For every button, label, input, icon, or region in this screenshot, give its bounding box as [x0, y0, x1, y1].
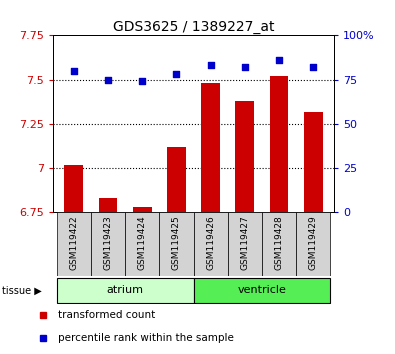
Bar — [91, 212, 125, 276]
Bar — [201, 83, 220, 212]
Text: GSM119426: GSM119426 — [206, 216, 215, 270]
Bar — [159, 212, 194, 276]
Bar — [296, 212, 330, 276]
Text: GSM119422: GSM119422 — [70, 216, 78, 270]
Bar — [57, 212, 91, 276]
Bar — [167, 147, 186, 212]
Bar — [64, 165, 83, 212]
Text: GSM119428: GSM119428 — [275, 216, 284, 270]
Text: GSM119425: GSM119425 — [172, 216, 181, 270]
Bar — [228, 212, 262, 276]
Point — [276, 57, 282, 63]
Bar — [304, 112, 323, 212]
Bar — [125, 212, 159, 276]
Text: GSM119427: GSM119427 — [240, 216, 249, 270]
Text: ventricle: ventricle — [237, 285, 286, 295]
Point — [173, 72, 180, 77]
Bar — [262, 212, 296, 276]
Text: GSM119424: GSM119424 — [138, 216, 147, 270]
Text: GSM119423: GSM119423 — [103, 216, 113, 270]
Text: tissue ▶: tissue ▶ — [2, 285, 42, 295]
Text: percentile rank within the sample: percentile rank within the sample — [58, 333, 233, 343]
Bar — [194, 212, 228, 276]
Bar — [133, 207, 152, 212]
Text: atrium: atrium — [107, 285, 144, 295]
Point — [139, 79, 145, 84]
Text: GSM119429: GSM119429 — [309, 216, 318, 270]
Point — [71, 68, 77, 74]
Bar — [99, 198, 117, 212]
Point — [207, 63, 214, 68]
Bar — [57, 278, 194, 303]
Bar — [194, 278, 330, 303]
Point — [310, 64, 316, 70]
Text: transformed count: transformed count — [58, 309, 155, 320]
Point — [242, 64, 248, 70]
Bar — [235, 101, 254, 212]
Point — [105, 77, 111, 82]
Title: GDS3625 / 1389227_at: GDS3625 / 1389227_at — [113, 21, 274, 34]
Bar — [270, 76, 288, 212]
